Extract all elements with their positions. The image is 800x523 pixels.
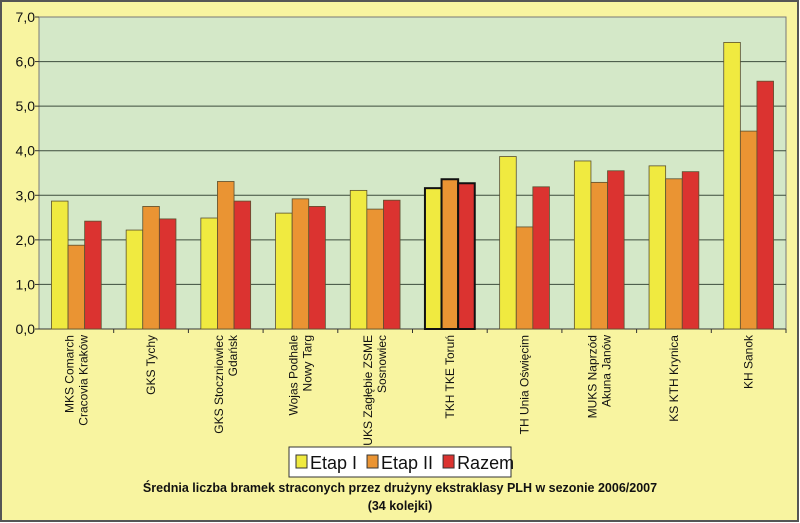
bar-etap-ii bbox=[590, 181, 608, 330]
bar-razem bbox=[532, 186, 550, 330]
legend-swatch bbox=[295, 454, 308, 469]
bar-etap-i bbox=[349, 189, 368, 330]
y-tick-label: 0,0 bbox=[16, 321, 36, 337]
x-tick-label: Nowy Targ bbox=[300, 335, 314, 391]
bar-razem bbox=[158, 218, 177, 330]
bar-etap-ii bbox=[366, 208, 384, 330]
bar-razem bbox=[681, 171, 700, 330]
bar-etap-ii bbox=[291, 198, 310, 330]
bar-razem bbox=[756, 80, 774, 330]
x-tick-label: KS KTH Krynica bbox=[667, 335, 681, 422]
bar-etap-i bbox=[723, 42, 741, 330]
chart-subtitle: (34 kolejki) bbox=[368, 499, 433, 513]
x-tick-label: Gdańsk bbox=[226, 334, 240, 376]
bar-razem bbox=[457, 182, 476, 330]
x-tick-label: TKH TKE Toruń bbox=[443, 335, 457, 419]
bar-razem bbox=[84, 220, 102, 330]
bar-etap-i bbox=[125, 229, 144, 330]
legend-label: Razem bbox=[457, 453, 514, 473]
y-tick-label: 7,0 bbox=[16, 9, 36, 25]
x-tick-label: Wojas Podhale bbox=[286, 335, 300, 416]
y-tick-label: 6,0 bbox=[16, 54, 36, 70]
y-tick-label: 3,0 bbox=[16, 187, 36, 203]
x-tick-label: Sosnowiec bbox=[375, 335, 389, 393]
bar-etap-ii bbox=[217, 181, 235, 330]
legend-label: Etap II bbox=[381, 453, 433, 473]
y-tick-label: 4,0 bbox=[16, 143, 36, 159]
bar-etap-i bbox=[423, 187, 443, 330]
bar-etap-ii bbox=[739, 130, 758, 330]
bar-razem bbox=[233, 200, 252, 330]
x-tick-label: MUKS Naprzód bbox=[585, 335, 599, 418]
bar-etap-ii bbox=[440, 178, 460, 330]
x-tick-label: KH Sanok bbox=[742, 334, 756, 389]
x-tick-label: GKS Tychy bbox=[144, 335, 158, 395]
x-tick-label: TH Unia Oświęcim bbox=[518, 335, 532, 434]
legend-swatch bbox=[366, 454, 379, 469]
x-tick-label: UKS Zagłębie ZSME bbox=[361, 335, 375, 446]
bar-etap-ii bbox=[515, 226, 534, 330]
x-tick-label: MKS Comarch bbox=[62, 335, 76, 413]
legend-box bbox=[288, 446, 512, 478]
legend: Etap I Etap II Razem bbox=[288, 446, 514, 478]
x-tick-label: Cracovia Kraków bbox=[76, 335, 90, 426]
legend-label: Etap I bbox=[310, 453, 357, 473]
bar-etap-i bbox=[499, 156, 517, 330]
bar-etap-i bbox=[648, 165, 667, 330]
bar-etap-i bbox=[573, 160, 592, 330]
bar-etap-ii bbox=[665, 178, 683, 330]
y-tick-label: 1,0 bbox=[16, 276, 36, 292]
bar-razem bbox=[308, 206, 326, 330]
chart-title: Średnia liczba bramek straconych przez d… bbox=[143, 480, 657, 495]
bar-razem bbox=[607, 170, 625, 330]
bar-razem bbox=[383, 199, 401, 330]
bar-etap-i bbox=[200, 217, 218, 330]
legend-swatch bbox=[442, 454, 455, 469]
bar-etap-i bbox=[51, 200, 69, 330]
bar-etap-ii bbox=[67, 244, 86, 330]
bar-etap-i bbox=[275, 212, 293, 330]
y-tick-label: 2,0 bbox=[16, 232, 36, 248]
y-tick-label: 5,0 bbox=[16, 98, 36, 114]
bar-etap-ii bbox=[142, 206, 160, 330]
x-tick-label: Akuna Janów bbox=[599, 335, 613, 407]
x-tick-label: GKS Stoczniowiec bbox=[212, 335, 226, 434]
